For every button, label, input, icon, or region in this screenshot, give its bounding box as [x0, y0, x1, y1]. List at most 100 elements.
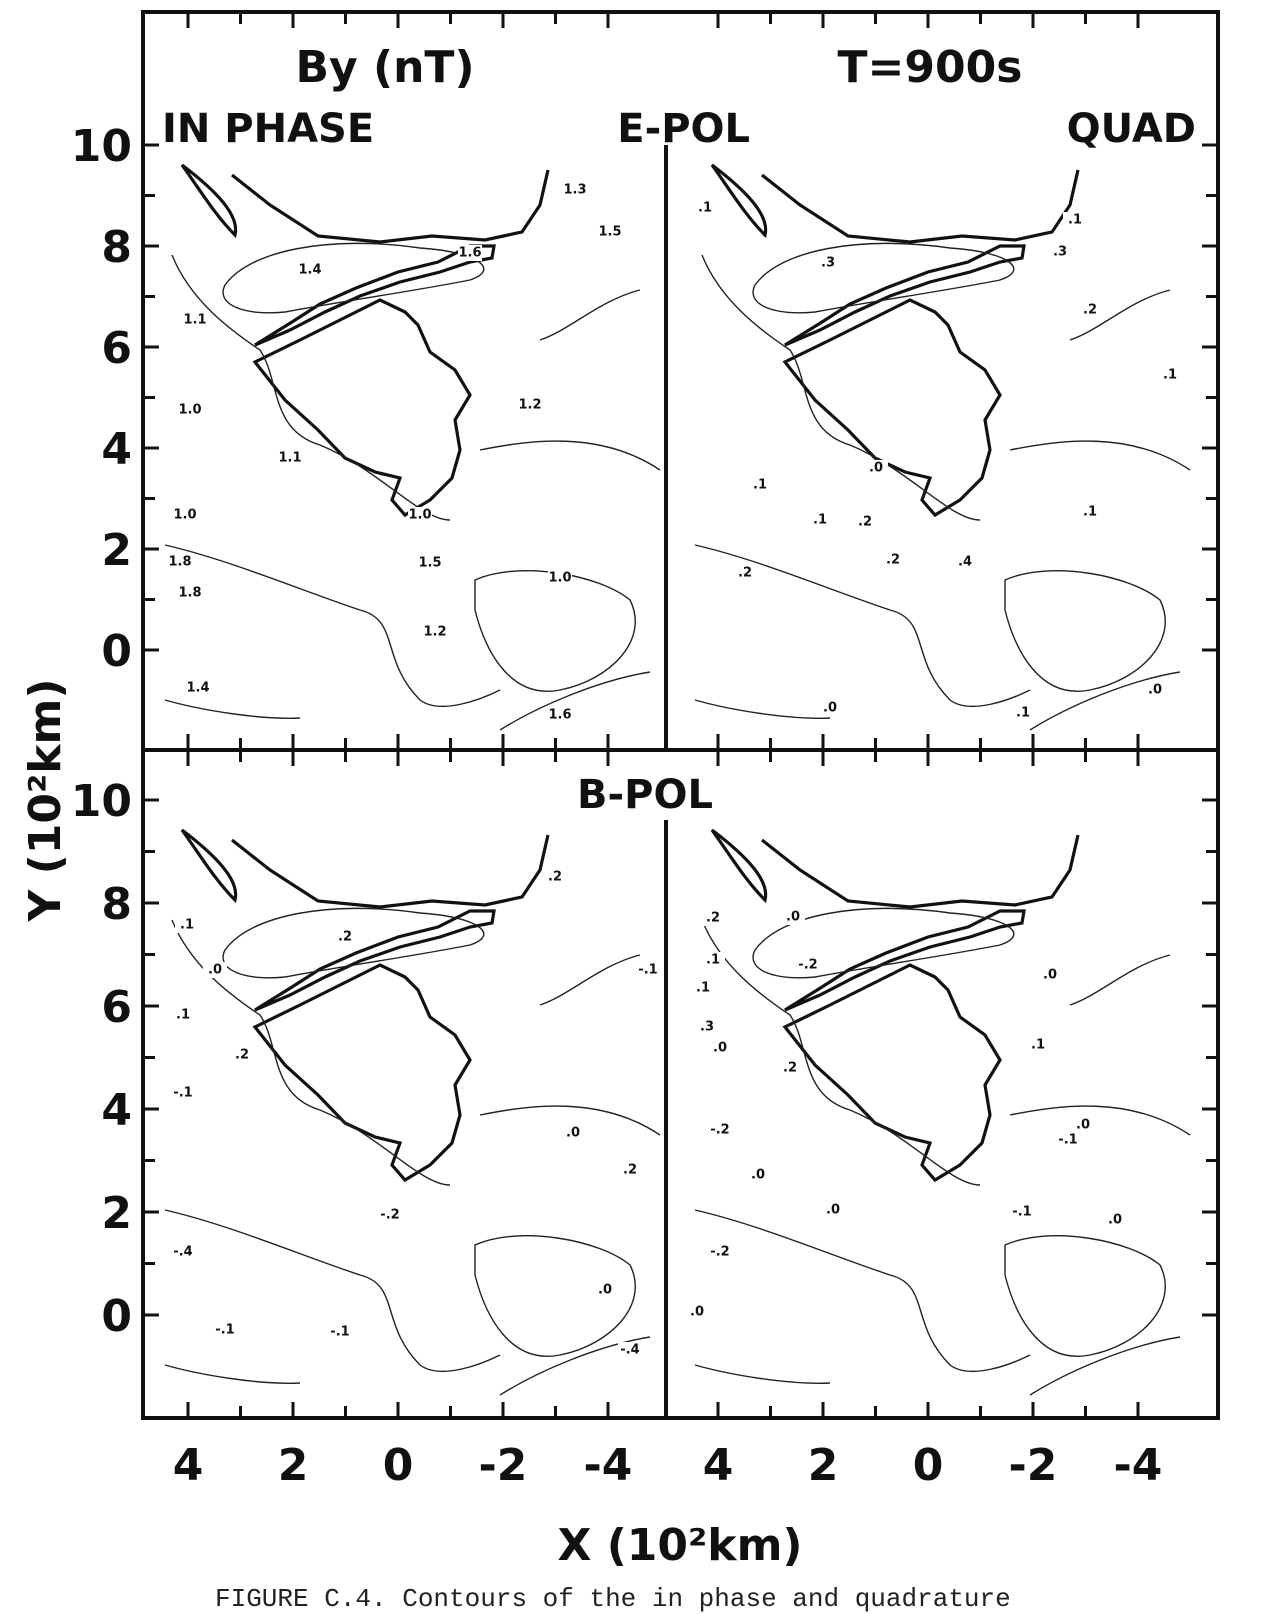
y-tick-label: 0	[101, 626, 132, 677]
contour-label: .1	[698, 201, 712, 216]
contour-label: .3	[700, 1020, 714, 1035]
contour-label: 1.0	[173, 508, 196, 523]
label-backdrop	[708, 1040, 732, 1056]
contour-label: .1	[706, 953, 720, 968]
panel-label: E-POL	[617, 106, 750, 152]
y-axis-label: Y (10²km)	[20, 678, 71, 922]
label-backdrop	[1026, 1037, 1050, 1053]
label-backdrop	[561, 1125, 585, 1141]
panel-label: IN PHASE	[162, 106, 374, 152]
label-backdrop	[278, 450, 302, 466]
x-tick-label: 4	[173, 1440, 204, 1491]
contour-label: 1.2	[518, 398, 541, 413]
x-tick-label: 0	[383, 1440, 414, 1491]
contour-label: 1.8	[168, 555, 191, 570]
label-backdrop	[1078, 302, 1102, 318]
contour-label: 1.5	[418, 556, 441, 571]
x-tick-label: -2	[1009, 1440, 1058, 1491]
contour-label: .2	[738, 566, 752, 581]
label-backdrop	[548, 570, 572, 586]
label-backdrop	[183, 312, 207, 328]
contour-label: .3	[1053, 245, 1067, 260]
label-backdrop	[618, 1342, 642, 1358]
x-tick-label: -4	[1114, 1440, 1163, 1491]
contour-label: .4	[958, 555, 972, 570]
label-backdrop	[1011, 705, 1035, 721]
y-tick-label: 2	[101, 1188, 132, 1239]
contour-label: .2	[235, 1048, 249, 1063]
y-tick-label: 8	[101, 879, 132, 930]
contour-label: .2	[548, 870, 562, 885]
contour-label: .1	[1163, 368, 1177, 383]
contour-label: .2	[783, 1061, 797, 1076]
label-backdrop	[458, 245, 482, 261]
label-backdrop	[864, 460, 888, 476]
label-backdrop	[693, 200, 717, 216]
x-tick-label: 4	[703, 1440, 734, 1491]
label-backdrop	[796, 957, 820, 973]
x-tick-label: -2	[479, 1440, 528, 1491]
label-backdrop	[746, 1167, 770, 1183]
y-tick-label: 0	[101, 1291, 132, 1342]
label-backdrop	[1038, 967, 1062, 983]
contour-label: .0	[598, 1283, 612, 1298]
contour-label: -.1	[173, 1086, 192, 1101]
contour-label: -.1	[638, 963, 657, 978]
label-backdrop	[378, 1207, 402, 1223]
label-backdrop	[701, 910, 725, 926]
label-backdrop	[618, 1162, 642, 1178]
map-panel	[693, 163, 1192, 732]
label-backdrop	[953, 554, 977, 570]
contour-label: .0	[826, 1203, 840, 1218]
map-panel	[163, 828, 662, 1397]
contour-label: 1.0	[408, 508, 431, 523]
contour-label: .0	[566, 1126, 580, 1141]
contour-label: .1	[1031, 1038, 1045, 1053]
label-backdrop	[171, 1007, 195, 1023]
contour-label: .0	[869, 461, 883, 476]
y-tick-label: 4	[101, 1085, 132, 1136]
label-backdrop	[818, 700, 842, 716]
label-backdrop	[543, 869, 567, 885]
label-backdrop	[213, 1322, 237, 1338]
contour-label: 1.0	[178, 403, 201, 418]
contour-label: .1	[813, 513, 827, 528]
label-backdrop	[701, 952, 725, 968]
contour-label: 1.6	[548, 708, 571, 723]
contour-label: .0	[1148, 683, 1162, 698]
map-panel	[693, 828, 1192, 1397]
contour-label: 1.6	[458, 246, 481, 261]
contour-label: .0	[713, 1041, 727, 1056]
label-backdrop	[1056, 1132, 1080, 1148]
label-backdrop	[808, 512, 832, 528]
label-backdrop	[298, 262, 322, 278]
contour-label: 1.8	[178, 586, 201, 601]
contour-label: -.1	[330, 1325, 349, 1340]
label-backdrop	[748, 477, 772, 493]
contour-label: 1.1	[278, 451, 301, 466]
contour-label: .2	[338, 930, 352, 945]
y-tick-label: 6	[101, 323, 132, 374]
label-backdrop	[1071, 1117, 1095, 1133]
y-tick-label: 4	[101, 424, 132, 475]
map-panel	[163, 163, 662, 732]
contour-label: .1	[696, 981, 710, 996]
label-backdrop	[1010, 1204, 1034, 1220]
label-backdrop	[563, 182, 587, 198]
contour-label: -.4	[620, 1343, 639, 1358]
label-backdrop	[173, 507, 197, 523]
contour-label: -.4	[173, 1245, 192, 1260]
x-tick-label: -4	[584, 1440, 633, 1491]
contour-label: 1.4	[186, 681, 209, 696]
y-tick-label: 8	[101, 222, 132, 273]
panel-label: QUAD	[1067, 106, 1196, 152]
y-tick-label: 10	[71, 776, 132, 827]
frame	[141, 10, 1220, 1420]
contour-label: -.1	[1012, 1205, 1031, 1220]
contour-label: .1	[1016, 706, 1030, 721]
label-backdrop	[203, 962, 227, 978]
contour-label: .0	[786, 910, 800, 925]
contour-label: .0	[1043, 968, 1057, 983]
label-backdrop	[171, 1085, 195, 1101]
